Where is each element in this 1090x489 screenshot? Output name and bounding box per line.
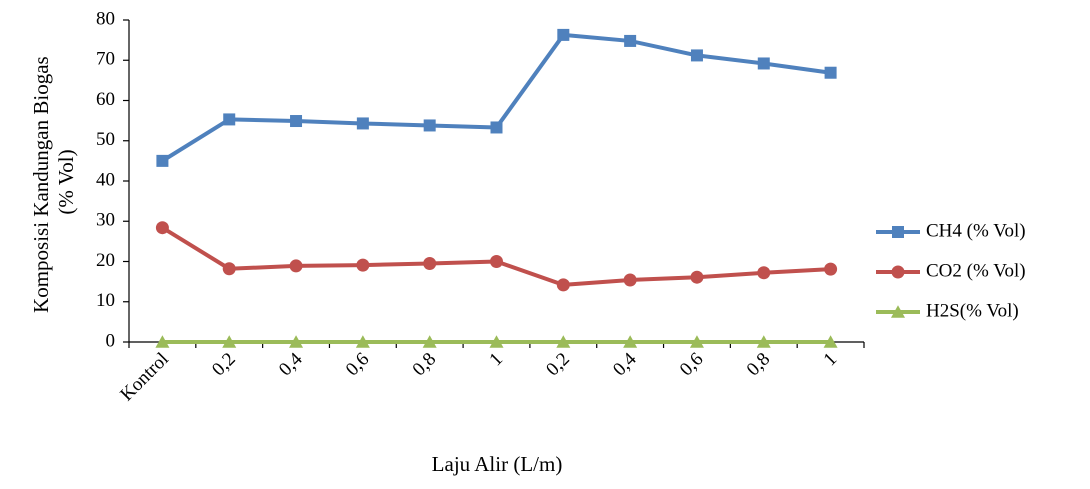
data-point	[155, 221, 169, 235]
legend-item: CO2 (% Vol)	[876, 260, 1026, 281]
series-2	[155, 221, 838, 292]
data-point	[290, 115, 303, 128]
legend-label: CH4 (% Vol)	[926, 220, 1026, 241]
x-tick-label: 0,6	[676, 349, 708, 381]
data-point	[623, 335, 638, 348]
x-axis-title: Laju Alir (L/m)	[432, 452, 563, 476]
data-point	[356, 117, 369, 130]
x-ticks: Kontrol 0,2 0,4 0,6 0,8 1 0,2 0,4 0,6 0,8 1	[116, 342, 865, 406]
x-tick-label: 1	[820, 349, 842, 371]
data-point	[823, 335, 838, 348]
legend-item: H2S(% Vol)	[876, 300, 1019, 321]
x-tick-label: Kontrol	[116, 349, 173, 406]
x-tick-label: 1	[485, 349, 507, 371]
y-axis-title-line2: (% Vol)	[54, 149, 78, 214]
data-point	[222, 335, 237, 348]
legend-marker	[891, 265, 905, 279]
x-tick-label: 0,6	[342, 349, 374, 381]
data-point	[757, 266, 771, 280]
x-tick-label: 0,8	[743, 349, 775, 381]
y-axis-title-line1: Komposisi Kandungan Biogas	[29, 56, 53, 313]
data-point	[289, 259, 303, 273]
data-point	[557, 28, 570, 41]
data-point	[690, 270, 704, 284]
legend-label: CO2 (% Vol)	[926, 260, 1026, 281]
y-tick-label: 40	[96, 169, 115, 190]
data-point	[490, 255, 503, 268]
data-point	[824, 262, 838, 276]
data-point	[289, 335, 304, 348]
y-tick-label: 0	[106, 330, 116, 351]
data-point	[490, 121, 503, 134]
x-tick-label: 0,2	[208, 349, 240, 381]
legend-label: H2S(% Vol)	[926, 300, 1019, 321]
data-point	[624, 34, 637, 47]
y-ticks: 0 10 20 30 40 50 60 70 80	[96, 8, 129, 351]
data-point	[689, 335, 704, 348]
y-tick-label: 30	[96, 210, 115, 231]
data-point	[623, 273, 637, 287]
data-point	[222, 262, 236, 276]
y-axis-title: Komposisi Kandungan Biogas (% Vol)	[29, 51, 78, 313]
data-point	[223, 113, 236, 126]
x-tick-label: 0,8	[409, 349, 441, 381]
data-point	[423, 257, 437, 271]
axes	[128, 20, 864, 343]
data-point	[356, 258, 370, 272]
data-point	[422, 335, 437, 348]
data-point	[489, 335, 504, 348]
y-tick-label: 70	[96, 49, 115, 70]
data-point	[690, 49, 703, 62]
data-point	[824, 66, 837, 79]
y-tick-label: 80	[96, 8, 115, 29]
x-tick-label: 0,4	[275, 348, 307, 380]
series-line	[160, 32, 833, 163]
data-point	[423, 119, 436, 132]
data-point	[757, 57, 770, 70]
data-point	[355, 335, 370, 348]
series-1	[156, 28, 837, 167]
data-point	[156, 154, 169, 167]
series-3	[155, 335, 838, 348]
series-layer	[155, 28, 838, 348]
data-point	[556, 335, 571, 348]
data-point	[556, 278, 570, 292]
data-point	[155, 335, 170, 348]
data-point	[756, 335, 771, 348]
x-tick-label: 0,4	[609, 348, 641, 380]
y-tick-label: 10	[96, 290, 115, 311]
legend-marker	[892, 226, 904, 238]
y-tick-label: 20	[96, 250, 115, 271]
y-tick-label: 50	[96, 129, 115, 150]
x-tick-label: 0,2	[542, 349, 574, 381]
legend-item: CH4 (% Vol)	[876, 220, 1026, 241]
legend-marker	[891, 305, 905, 318]
legend: CH4 (% Vol) CO2 (% Vol) H2S(% Vol)	[876, 220, 1026, 321]
y-tick-label: 60	[96, 89, 115, 110]
